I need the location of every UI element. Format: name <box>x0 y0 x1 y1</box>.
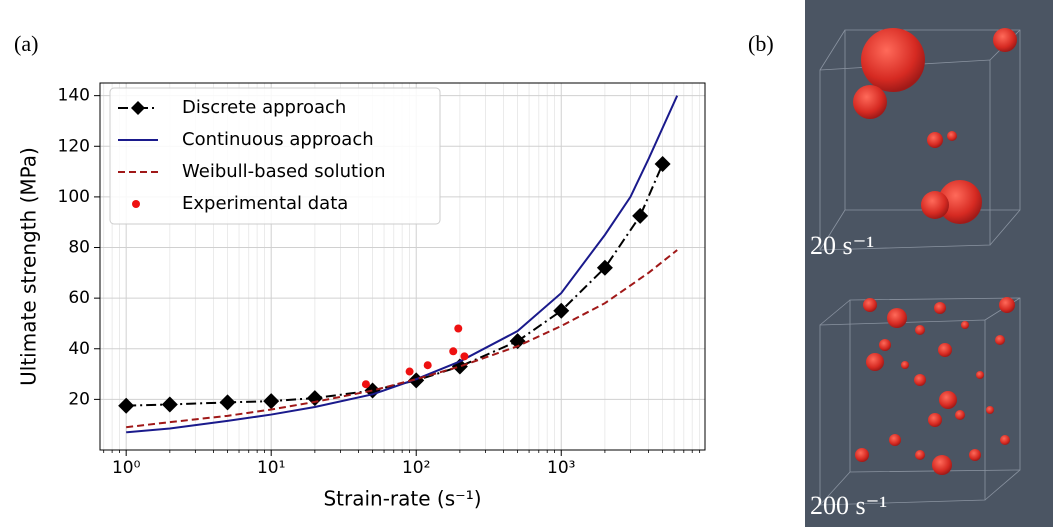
legend-label: Continuous approach <box>182 129 374 150</box>
pores <box>853 28 1017 475</box>
data-marker <box>596 259 613 276</box>
data-point <box>405 367 414 376</box>
image-background <box>805 0 1053 527</box>
data-marker <box>306 390 323 407</box>
domain-box <box>819 29 1021 506</box>
legend-box <box>109 87 441 225</box>
series-line <box>126 249 678 429</box>
legend-marker <box>132 200 140 208</box>
data-marker <box>553 302 570 319</box>
y-tick-label: 100 <box>58 187 90 207</box>
x-axis-label: Strain-rate (s⁻¹) <box>323 487 481 511</box>
y-tick-label: 140 <box>58 86 90 106</box>
data-marker <box>654 155 671 172</box>
y-tick-label: 60 <box>68 288 90 308</box>
plot-frame <box>99 82 706 451</box>
data-marker <box>219 394 236 411</box>
image-label: 200 s⁻¹ <box>810 491 887 520</box>
x-tick-label: 10³ <box>547 458 575 478</box>
x-tick-label: 10⁰ <box>112 458 141 478</box>
y-tick-label: 80 <box>68 238 90 258</box>
legend-label: Experimental data <box>182 193 348 214</box>
data-marker <box>118 397 135 414</box>
series-line <box>126 95 679 434</box>
x-tick-label: 10² <box>402 458 430 478</box>
data-point <box>454 324 463 333</box>
legend-label: Weibull-based solution <box>182 161 385 182</box>
y-tick-label: 20 <box>68 389 90 409</box>
data-point <box>460 352 469 361</box>
data-marker <box>161 396 178 413</box>
data-marker <box>408 372 425 389</box>
data-marker <box>632 207 649 224</box>
simulation-images: 20 s⁻¹ 200 s⁻¹ <box>805 0 1053 527</box>
data-point <box>449 347 458 356</box>
panel-label: (a) <box>14 31 38 56</box>
y-axis-label: Ultimate strength (MPa) <box>17 147 41 386</box>
legend-marker <box>131 101 145 115</box>
data-point <box>361 380 370 389</box>
image-label: 20 s⁻¹ <box>810 231 874 260</box>
x-tick-label: 10¹ <box>257 458 285 478</box>
panel-label: (b) <box>748 31 774 56</box>
data-marker <box>509 333 526 350</box>
chart: 10⁰ 10¹ 10² 10³ 20 40 60 80 100 120 140 Strain-rate… <box>17 82 706 511</box>
y-tick-label: 120 <box>58 136 90 156</box>
legend-label: Discrete approach <box>182 97 346 118</box>
data-point <box>423 361 432 370</box>
data-marker <box>263 393 280 410</box>
y-tick-label: 40 <box>68 339 90 359</box>
